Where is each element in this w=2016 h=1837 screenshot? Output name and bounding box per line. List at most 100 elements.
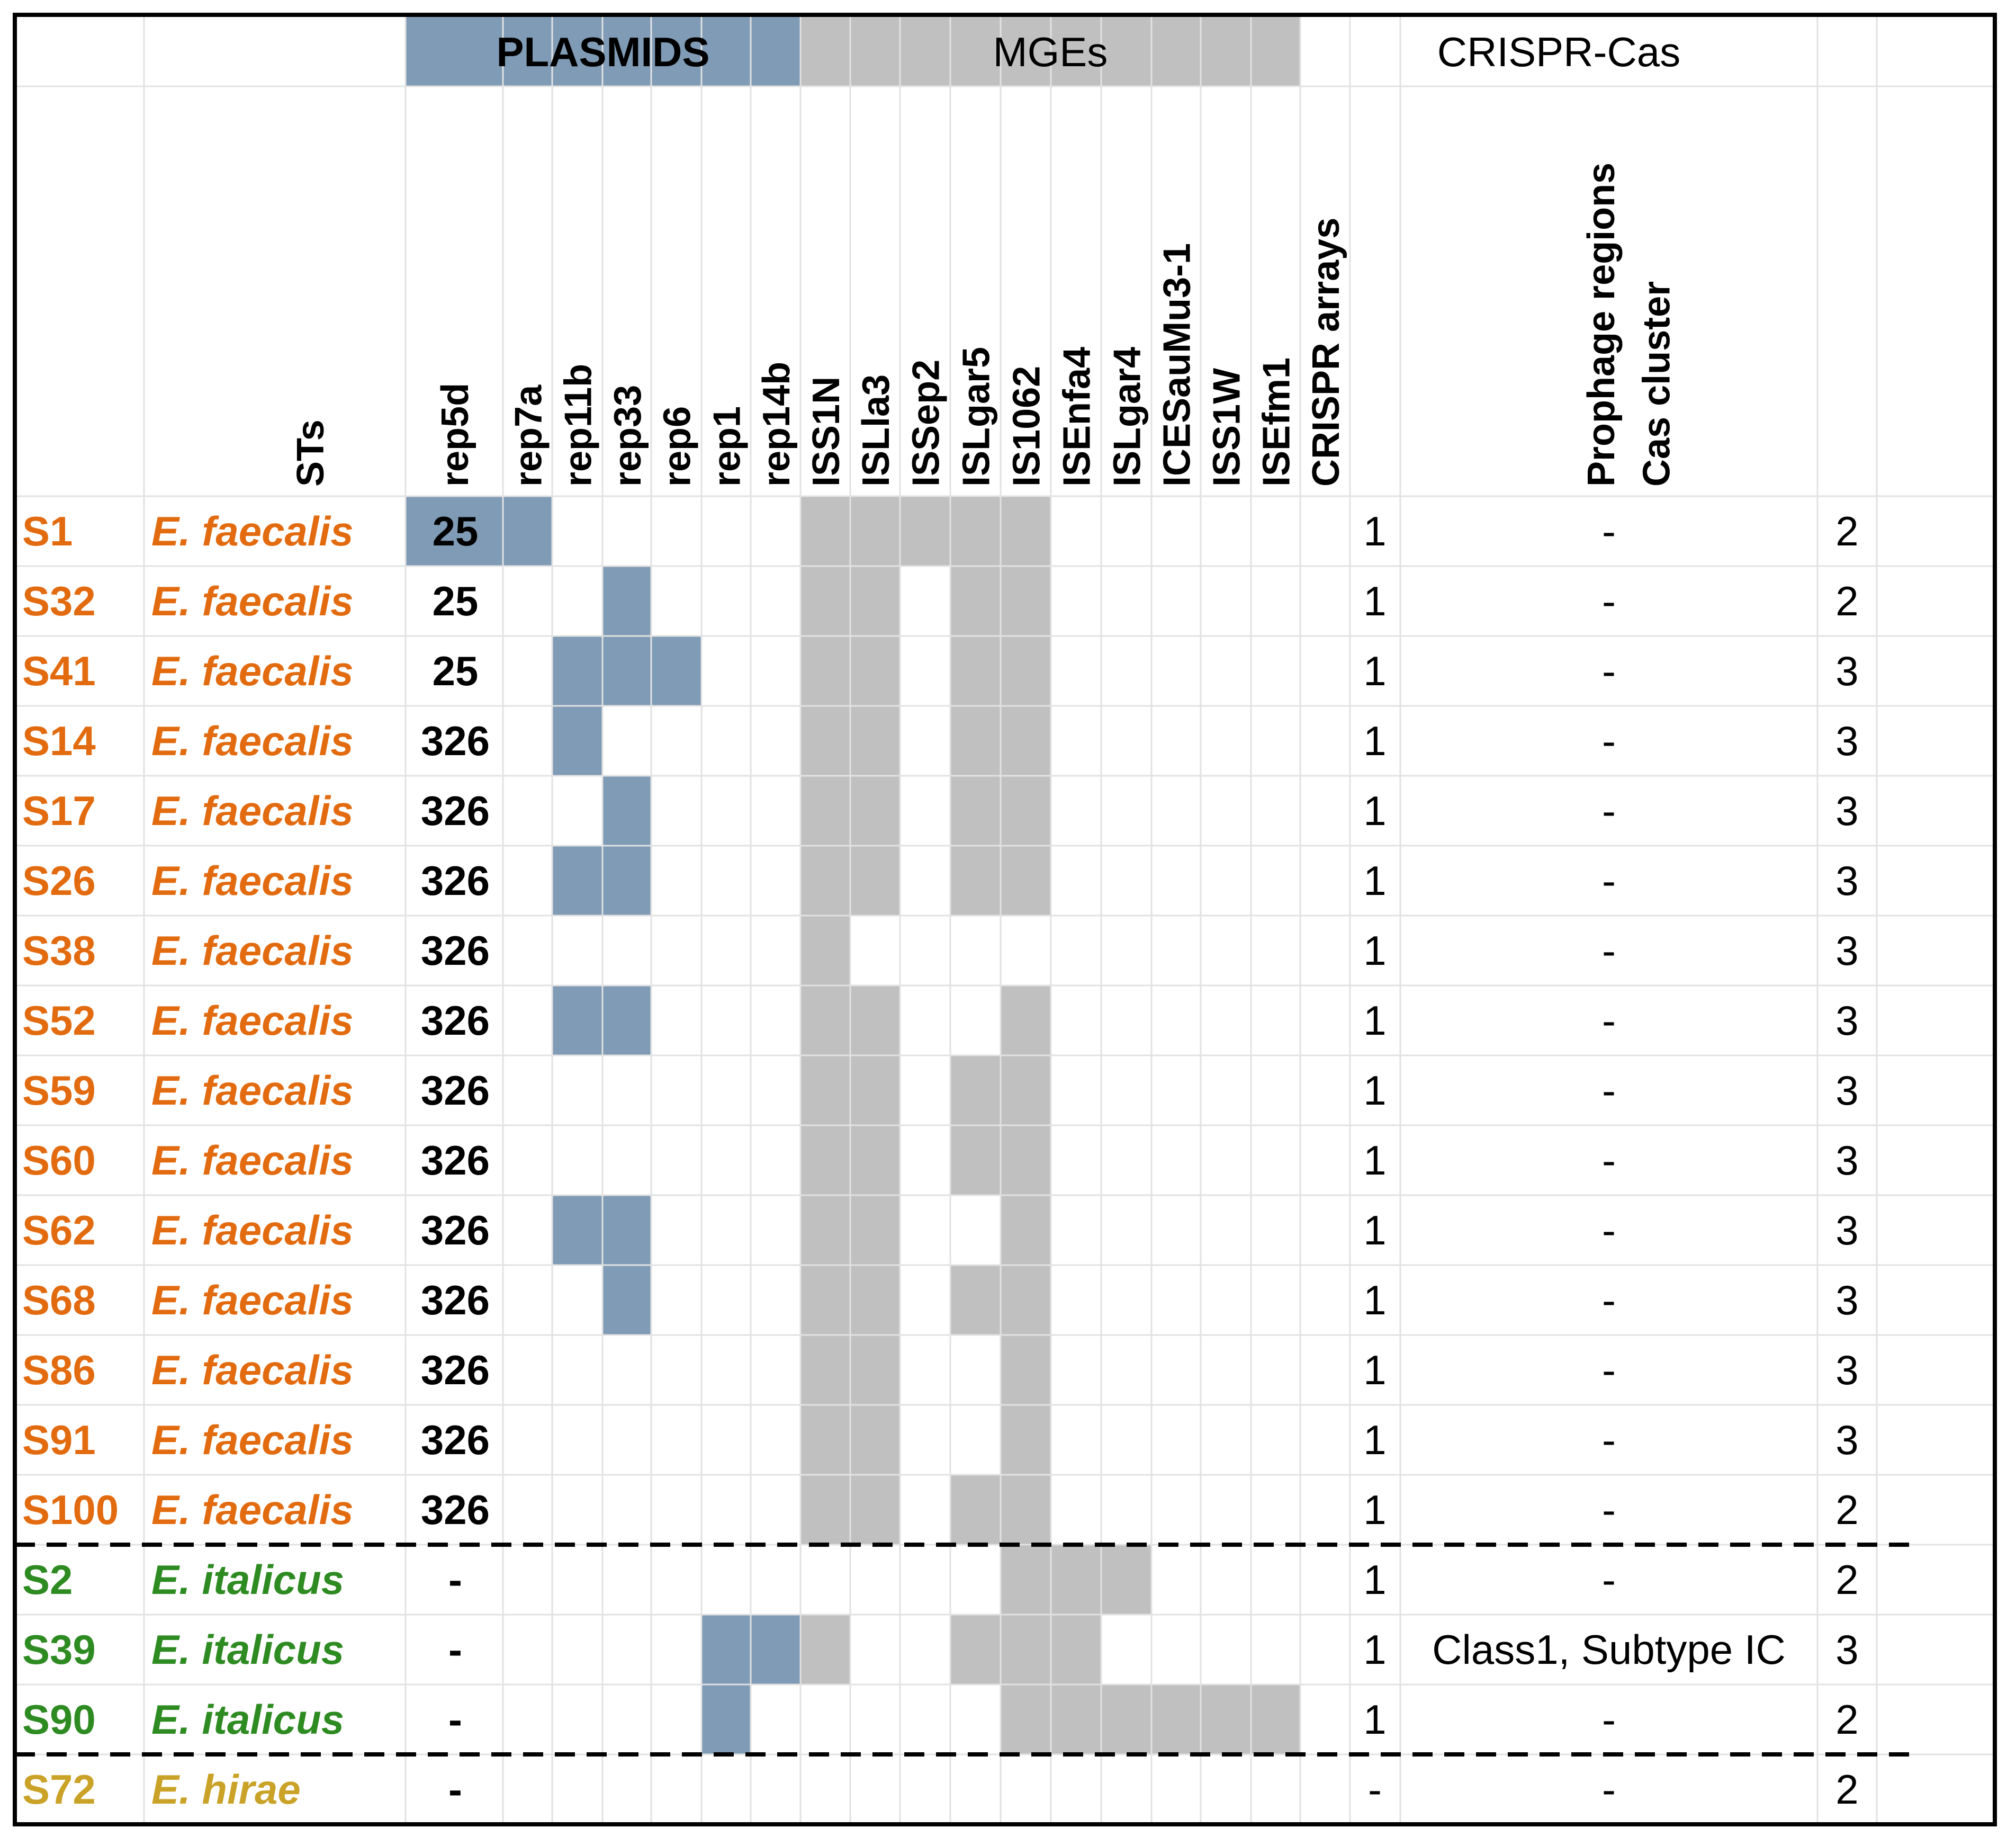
- crispr-arrays-column-header: CRISPR arrays: [1305, 218, 1347, 487]
- mge-presence-cell: [950, 566, 1001, 636]
- mge-presence-cell: [1001, 1475, 1051, 1545]
- mge-presence-cell: [800, 1125, 850, 1195]
- crispr-array-count: 1: [1363, 578, 1386, 624]
- mge-presence-cell: [950, 1475, 1001, 1545]
- plasmid-presence-cell: [751, 1615, 800, 1684]
- plasmid-presence-cell: [503, 496, 552, 566]
- crispr-array-count: 1: [1363, 1207, 1386, 1253]
- cas-cluster-value: -: [1602, 787, 1616, 834]
- sequence-type: 25: [433, 648, 479, 694]
- mge-presence-cell: [1251, 1684, 1300, 1754]
- sequence-type: 326: [421, 1277, 490, 1323]
- isolate-id: S62: [22, 1207, 96, 1253]
- plasmid-presence-cell: [602, 1265, 651, 1335]
- species-name: E. faecalis: [151, 718, 354, 764]
- prophage-count: 3: [1835, 1417, 1858, 1463]
- sequence-type: 326: [421, 1067, 490, 1114]
- mge-presence-cell: [850, 566, 900, 636]
- prophage-count: 3: [1835, 1067, 1858, 1114]
- mge-presence-cell: [800, 1335, 850, 1405]
- prophage-count: 3: [1835, 1207, 1858, 1253]
- species-name: E. faecalis: [151, 1417, 354, 1463]
- species-name: E. faecalis: [151, 648, 354, 694]
- isolate-id: S90: [22, 1696, 96, 1743]
- mge-presence-cell: [850, 1335, 900, 1405]
- crispr-array-count: 1: [1363, 1277, 1386, 1323]
- mge-column-header: ISLgar4: [1106, 347, 1149, 487]
- cas-cluster-value: -: [1602, 1347, 1616, 1393]
- crispr-array-count: 1: [1363, 1417, 1386, 1463]
- cas-cluster-value: -: [1602, 857, 1616, 904]
- cas-cluster-value: -: [1602, 1556, 1616, 1603]
- mge-presence-cell: [1001, 1195, 1051, 1265]
- sequence-type: 326: [421, 927, 490, 974]
- mge-column-header: ISSep2: [905, 360, 948, 487]
- mge-presence-cell: [850, 1195, 900, 1265]
- prophage-count: 2: [1835, 1696, 1858, 1743]
- plasmid-presence-cell: [701, 1615, 751, 1684]
- mge-presence-cell: [1001, 846, 1051, 916]
- mge-column-header: IS1062: [1006, 366, 1048, 487]
- sequence-type: -: [448, 1556, 462, 1603]
- prophage-count: 3: [1835, 857, 1858, 904]
- mge-presence-cell: [850, 1125, 900, 1195]
- prophage-count: 3: [1835, 1347, 1858, 1393]
- mge-presence-cell: [950, 1265, 1001, 1335]
- mge-presence-cell: [950, 776, 1001, 846]
- isolate-id: S26: [22, 857, 96, 904]
- cas-cluster-value: -: [1602, 997, 1616, 1044]
- sequence-type: 25: [433, 578, 479, 624]
- species-name: E. italicus: [151, 1626, 344, 1673]
- isolate-id: S86: [22, 1347, 96, 1393]
- isolate-id: S91: [22, 1417, 96, 1463]
- plasmid-presence-cell: [552, 985, 602, 1055]
- mge-presence-cell: [850, 776, 900, 846]
- species-name: E. faecalis: [151, 927, 354, 974]
- species-name: E. italicus: [151, 1556, 344, 1603]
- mge-presence-cell: [850, 706, 900, 776]
- mge-presence-cell: [800, 706, 850, 776]
- mge-presence-cell: [800, 566, 850, 636]
- isolate-id: S2: [22, 1556, 73, 1603]
- mge-presence-cell: [800, 1265, 850, 1335]
- sequence-type: 326: [421, 997, 490, 1044]
- sequence-type: -: [448, 1626, 462, 1673]
- plasmid-presence-cell: [552, 706, 602, 776]
- plasmids-group-label: PLASMIDS: [496, 29, 709, 75]
- mge-presence-cell: [1051, 1615, 1101, 1684]
- prophage-count: 2: [1835, 1766, 1858, 1813]
- sequence-type: 326: [421, 1347, 490, 1393]
- crispr-group-label: CRISPR-Cas: [1437, 29, 1680, 75]
- species-name: E. faecalis: [151, 1347, 354, 1393]
- prophage-count: 2: [1835, 1486, 1858, 1533]
- mge-presence-cell: [800, 916, 850, 985]
- mge-presence-cell: [1001, 1615, 1051, 1684]
- crispr-array-count: 1: [1363, 648, 1386, 694]
- mge-presence-cell: [1001, 1545, 1051, 1615]
- sequence-type: -: [448, 1696, 462, 1743]
- mge-presence-cell: [1001, 985, 1051, 1055]
- mges-group-label: MGEs: [993, 29, 1108, 75]
- prophage-column-header: Prophage regions: [1580, 163, 1623, 487]
- crispr-array-count: 1: [1363, 718, 1386, 764]
- crispr-array-count: 1: [1363, 1347, 1386, 1393]
- mge-presence-cell: [1101, 1684, 1151, 1754]
- isolate-id: S14: [22, 718, 96, 764]
- crispr-array-count: 1: [1363, 787, 1386, 834]
- species-name: E. faecalis: [151, 1137, 354, 1184]
- species-name: E. faecalis: [151, 1486, 354, 1533]
- mge-presence-cell: [850, 1265, 900, 1335]
- prophage-count: 2: [1835, 508, 1858, 554]
- plasmid-presence-cell: [602, 985, 651, 1055]
- crispr-array-count: 1: [1363, 1696, 1386, 1743]
- mge-column-header: ISLla3: [855, 374, 897, 487]
- species-name: E. faecalis: [151, 857, 354, 904]
- mge-presence-cell: [850, 985, 900, 1055]
- prophage-count: 3: [1835, 927, 1858, 974]
- crispr-array-count: -: [1368, 1766, 1382, 1813]
- isolate-id: S59: [22, 1067, 96, 1114]
- cas-cluster-value: -: [1602, 648, 1616, 694]
- crispr-array-count: 1: [1363, 857, 1386, 904]
- crispr-array-count: 1: [1363, 927, 1386, 974]
